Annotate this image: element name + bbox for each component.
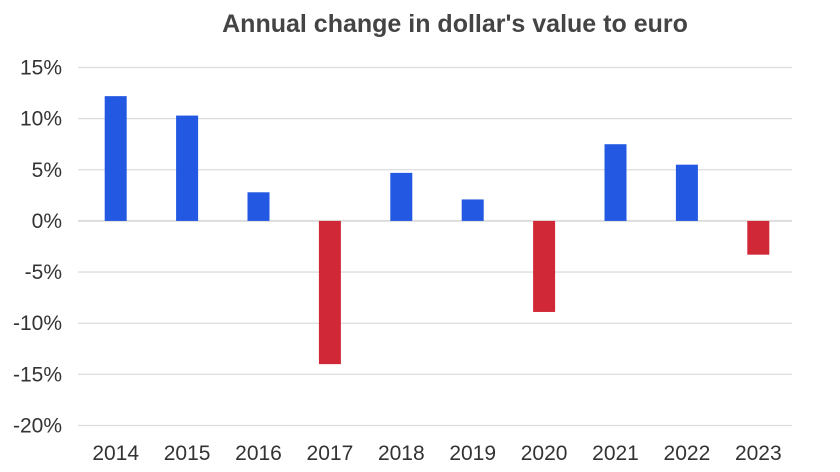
bar-2019 bbox=[461, 199, 484, 221]
x-tick-label: 2015 bbox=[164, 442, 211, 465]
y-tick-label: 5% bbox=[32, 159, 62, 182]
y-tick-label: 10% bbox=[20, 108, 62, 131]
bar-2014 bbox=[104, 96, 127, 221]
bar-2020 bbox=[533, 220, 556, 312]
bar-2023 bbox=[747, 220, 770, 255]
x-tick-label: 2023 bbox=[735, 442, 782, 465]
x-tick-label: 2020 bbox=[521, 442, 568, 465]
y-tick-label: -20% bbox=[13, 415, 62, 438]
bar-2022 bbox=[675, 164, 698, 221]
bar-2015 bbox=[176, 115, 199, 221]
x-tick-label: 2016 bbox=[235, 442, 282, 465]
chart-title: Annual change in dollar's value to euro bbox=[222, 10, 688, 38]
bar-2018 bbox=[390, 172, 413, 221]
y-tick-label: -15% bbox=[13, 363, 62, 386]
x-tick-label: 2022 bbox=[664, 442, 711, 465]
bar-2021 bbox=[604, 144, 627, 221]
x-tick-label: 2018 bbox=[378, 442, 425, 465]
y-tick-label: 0% bbox=[32, 210, 62, 233]
bar-2016 bbox=[247, 192, 270, 221]
y-tick-label: -10% bbox=[13, 312, 62, 335]
bar-2017 bbox=[318, 220, 341, 365]
y-tick-label: 15% bbox=[20, 57, 62, 80]
x-tick-label: 2019 bbox=[449, 442, 496, 465]
y-tick-label: -5% bbox=[25, 261, 62, 284]
x-tick-label: 2021 bbox=[592, 442, 639, 465]
x-tick-label: 2014 bbox=[92, 442, 139, 465]
x-tick-label: 2017 bbox=[307, 442, 354, 465]
